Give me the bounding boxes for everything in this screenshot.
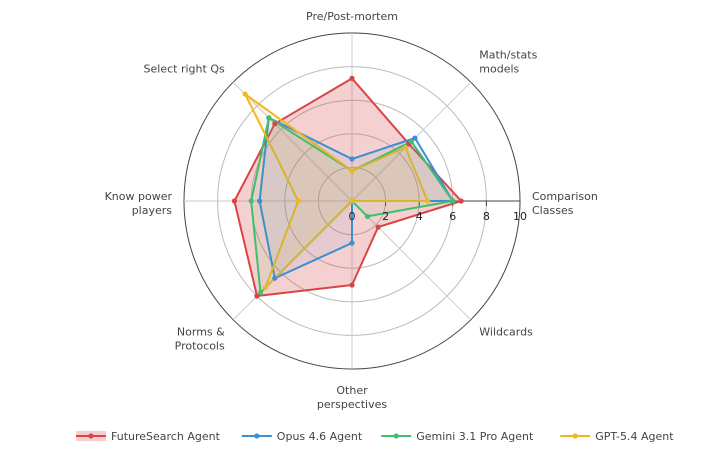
series-fill [259,117,453,279]
series-fill [251,117,453,293]
data-point [408,139,414,145]
axis-label: Know power players [105,190,173,217]
data-point [295,198,301,204]
data-point [272,275,278,281]
axis-label-line: perspectives [317,398,387,411]
data-point [425,198,431,204]
data-point [349,282,355,288]
axis-label-line: players [132,204,173,217]
data-point [458,198,464,204]
data-point [402,144,409,151]
legend-item[interactable]: FutureSearch Agent [76,430,221,443]
legend-label: FutureSearch Agent [111,430,221,443]
legend-label: GPT-5.4 Agent [595,430,674,443]
series-fill [245,94,428,288]
data-point [257,198,263,204]
data-point [248,198,254,204]
legend-swatch-marker [254,433,260,439]
radial-tick-label: 6 [449,210,456,223]
data-point [364,213,371,220]
axis-label: Wildcards [479,325,533,338]
legend-layer: FutureSearch Agent Opus 4.6 Agent Gemini 3… [76,430,674,443]
radial-tick-label: 0 [349,210,356,223]
data-point [375,224,381,230]
axis-label: Pre/Post-mortem [306,10,398,23]
radial-tick-label: 2 [382,210,389,223]
radial-tick-label: 4 [416,210,423,223]
axis-label: Select right Qs [144,63,225,76]
axis-label-line: Pre/Post-mortem [306,10,398,23]
legend-swatch-marker [393,433,399,439]
data-point [231,198,237,204]
legend-swatch-marker [572,433,578,439]
axis-label-line: Classes [532,204,574,217]
legend-item[interactable]: Gemini 3.1 Pro Agent [381,430,534,443]
axis-label: Other perspectives [317,384,387,411]
data-point [349,198,355,204]
data-point [257,289,264,296]
data-point [349,156,355,162]
axis-label-line: Select right Qs [144,63,225,76]
label-layer: 0 2 4 6 8 10 Pre/Post-mortem Math/stats models Co… [105,10,598,411]
axis-label: Comparison Classes [532,190,598,217]
data-point [262,285,268,291]
axis-label-line: Know power [105,190,173,203]
legend-swatch-marker [88,433,94,439]
axis-spoke [232,81,353,202]
radial-tick-label: 10 [513,210,527,223]
radial-tick-label: 8 [483,210,490,223]
series-polygon [244,93,429,289]
axis-label-line: Protocols [175,339,225,352]
axis-label-line: Other [336,384,368,397]
legend-item[interactable]: Opus 4.6 Agent [241,430,363,443]
data-point [349,75,355,81]
axis-label-line: Math/stats [479,49,537,62]
axis-label-line: Comparison [532,190,598,203]
legend-label: Opus 4.6 Agent [277,430,363,443]
axis-label: Math/stats models [479,49,537,76]
series-layer [231,75,464,299]
axis-label-line: Wildcards [479,325,533,338]
data-point [254,293,260,299]
axis-label-line: models [479,63,519,76]
data-point [242,91,248,97]
axis-label: Norms & Protocols [175,325,225,352]
axis-label-line: Norms & [177,325,225,338]
legend-item[interactable]: GPT-5.4 Agent [560,430,674,443]
data-point [272,121,278,127]
data-point [412,135,418,141]
data-point [349,240,355,246]
axis-spoke [351,200,472,321]
data-point [450,198,456,204]
data-point [266,115,272,121]
legend-label: Gemini 3.1 Pro Agent [416,430,534,443]
data-point [349,168,355,174]
